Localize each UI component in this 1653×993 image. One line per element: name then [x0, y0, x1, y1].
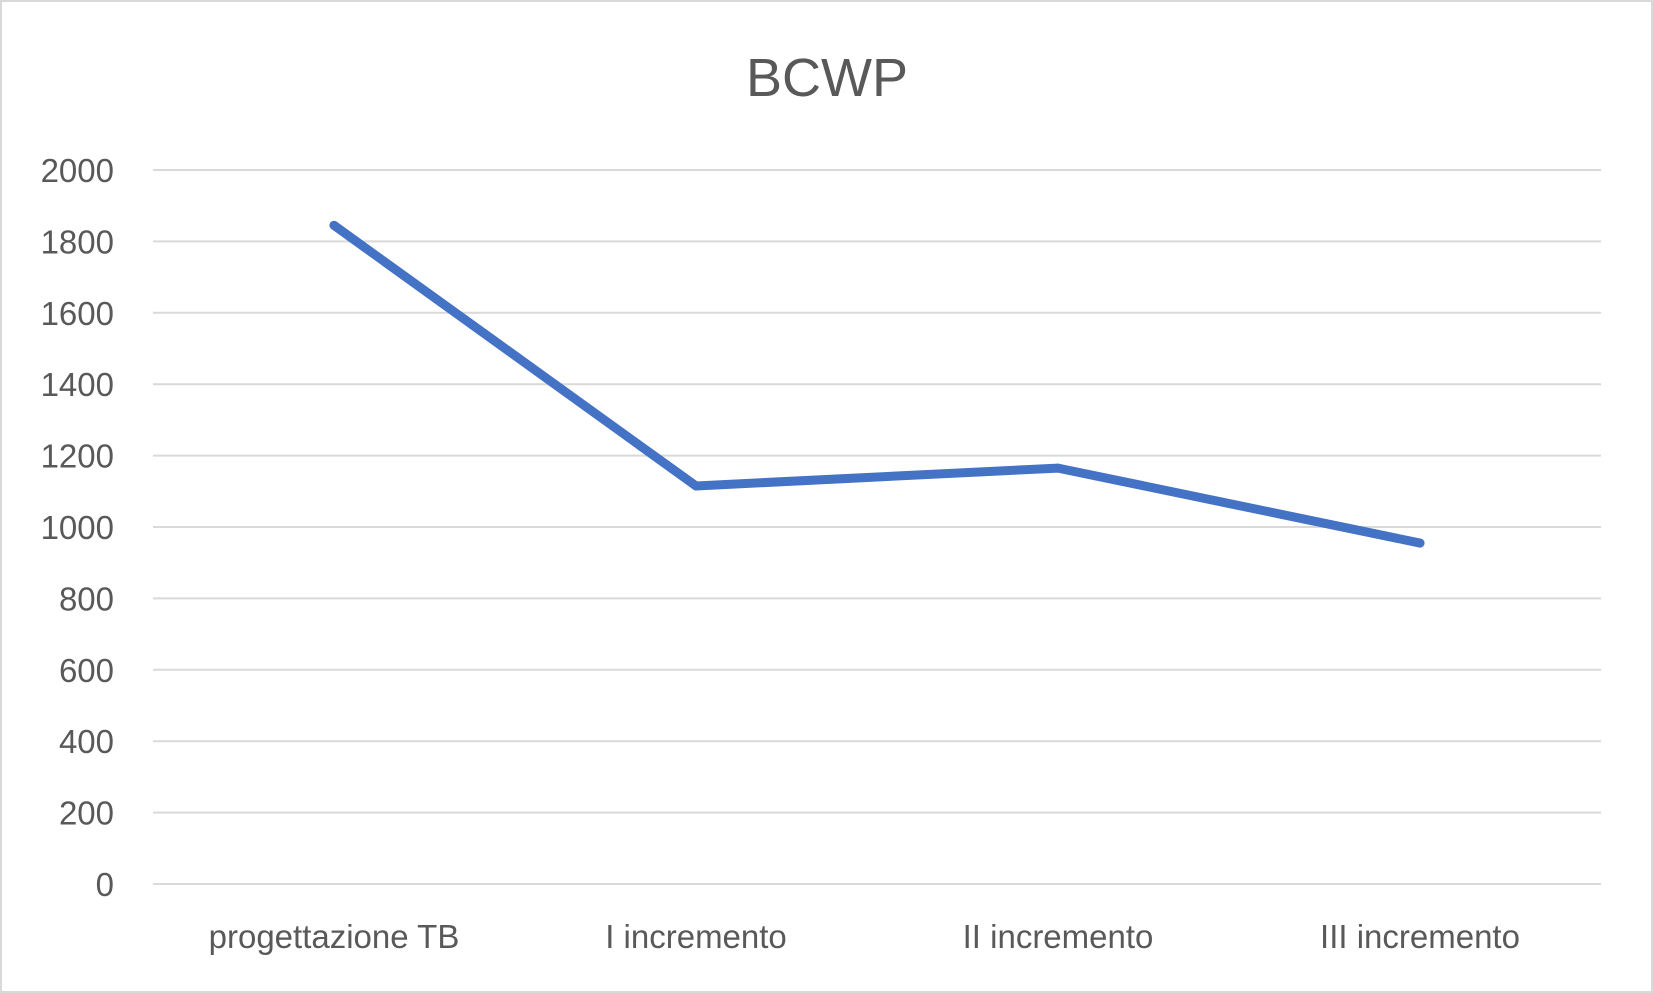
- y-tick-label: 0: [96, 866, 114, 903]
- y-tick-label: 1800: [41, 223, 114, 260]
- y-tick-label: 1000: [41, 509, 114, 546]
- y-tick-label: 1400: [41, 366, 114, 403]
- y-tick-label: 600: [59, 652, 114, 689]
- data-point: [329, 220, 339, 230]
- chart-title: BCWP: [746, 48, 908, 108]
- y-axis-tick-labels: 0 200 400 600 800 1000 1200 1400 1600 1800 2000: [41, 152, 114, 903]
- x-category-label: II incremento: [963, 918, 1154, 955]
- x-axis-category-labels: progettazione TB I incremento II increment…: [209, 918, 1520, 955]
- x-category-label: I incremento: [605, 918, 787, 955]
- x-category-label: III incremento: [1320, 918, 1520, 955]
- y-tick-label: 800: [59, 580, 114, 617]
- y-tick-label: 1200: [41, 438, 114, 475]
- y-tick-label: 200: [59, 795, 114, 832]
- gridlines: [153, 169, 1601, 885]
- series-line: [329, 220, 1425, 548]
- y-tick-label: 2000: [41, 152, 114, 189]
- y-tick-label: 1600: [41, 295, 114, 332]
- y-tick-label: 400: [59, 723, 114, 760]
- data-point: [1053, 463, 1063, 473]
- series-group: [329, 220, 1425, 548]
- data-point: [1415, 538, 1425, 548]
- x-category-label: progettazione TB: [209, 918, 460, 955]
- data-point: [691, 481, 701, 491]
